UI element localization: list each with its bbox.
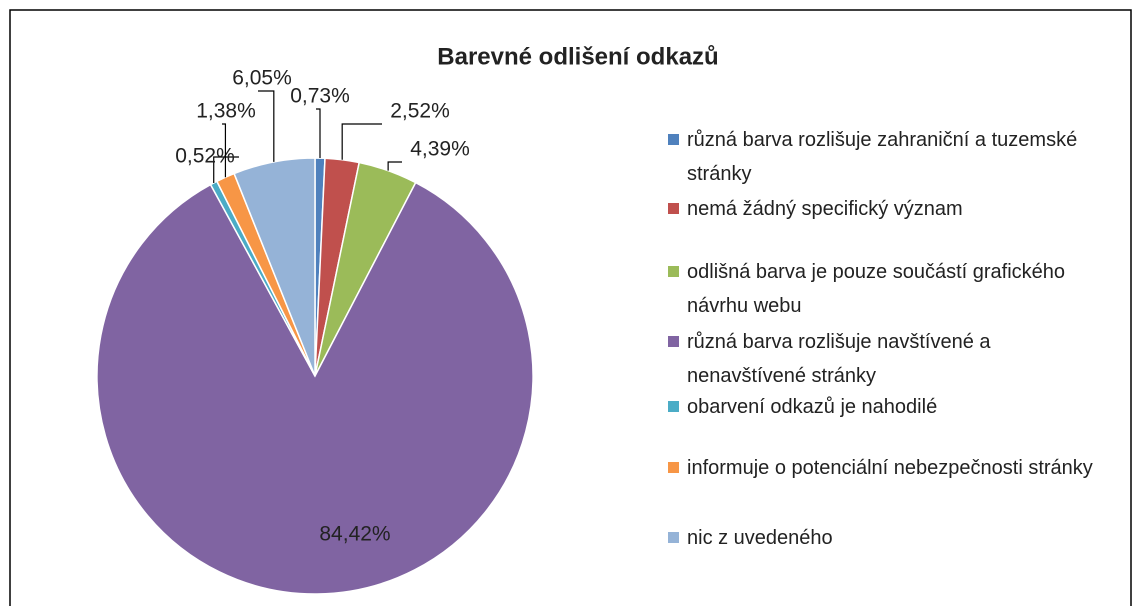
leader-line	[222, 123, 227, 178]
legend-label: obarvení odkazů je nahodilé	[687, 396, 938, 418]
legend-item: odlišná barva je pouze součástí grafické…	[668, 255, 1108, 323]
legend-label: nemá žádný specifický význam	[687, 198, 963, 220]
legend-swatch	[668, 266, 679, 277]
legend-swatch	[668, 462, 679, 473]
legend-swatch	[668, 203, 679, 214]
legend-item: informuje o potenciální nebezpečnosti st…	[668, 451, 1108, 485]
pie-slice	[96, 181, 534, 595]
data-label: 1,38%	[196, 100, 256, 123]
data-label: 0,73%	[290, 85, 350, 108]
legend-label: nic z uvedeného	[687, 527, 833, 549]
data-label: 6,05%	[232, 67, 292, 90]
data-label: 0,52%	[175, 145, 235, 168]
legend-label: různá barva rozlišuje zahraniční a tuzem…	[687, 129, 1078, 185]
legend-item: různá barva rozlišuje zahraniční a tuzem…	[668, 123, 1108, 191]
data-label: 84,42%	[319, 523, 390, 546]
legend-swatch	[668, 532, 679, 543]
legend-item: obarvení odkazů je nahodilé	[668, 390, 1108, 424]
legend-swatch	[668, 336, 679, 347]
legend-swatch	[668, 401, 679, 412]
leader-line	[341, 123, 382, 160]
data-label: 4,39%	[410, 138, 470, 161]
leader-line	[258, 90, 275, 162]
leader-line	[316, 108, 321, 159]
chart-title: Barevné odlišení odkazů	[437, 43, 718, 70]
pie-slice	[233, 157, 316, 377]
leader-line	[387, 161, 402, 171]
legend-label: odlišná barva je pouze součástí grafické…	[687, 261, 1066, 317]
legend-swatch	[668, 134, 679, 145]
legend-label: informuje o potenciální nebezpečnosti st…	[687, 457, 1093, 479]
data-label: 2,52%	[390, 100, 450, 123]
legend-label: různá barva rozlišuje navštívené a nenav…	[687, 331, 991, 387]
legend-item: nemá žádný specifický význam	[668, 192, 1108, 226]
leader-line	[213, 156, 239, 183]
legend-item: nic z uvedeného	[668, 521, 1108, 555]
legend-item: různá barva rozlišuje navštívené a nenav…	[668, 325, 1108, 393]
